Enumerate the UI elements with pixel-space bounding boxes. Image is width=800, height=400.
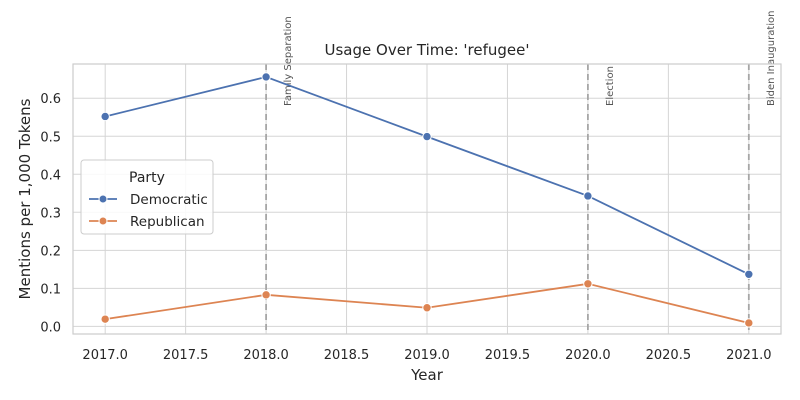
legend-marker-swatch xyxy=(98,216,108,226)
data-point xyxy=(261,72,271,82)
data-point xyxy=(583,279,593,289)
data-point xyxy=(744,318,754,328)
data-point xyxy=(100,111,110,122)
y-tick-label: 0.4 xyxy=(40,168,61,183)
x-tick-label: 2017.0 xyxy=(82,348,128,363)
data-point xyxy=(422,303,432,313)
legend-box xyxy=(80,159,214,235)
data-point xyxy=(422,131,432,142)
y-axis-label: Mentions per 1,000 Tokens xyxy=(16,98,34,299)
x-tick-label: 2018.5 xyxy=(324,348,370,363)
event-marker-label: Election xyxy=(605,66,616,106)
legend-marker-swatch xyxy=(98,194,108,204)
x-axis-label: Year xyxy=(410,366,444,384)
x-tick-label: 2020.0 xyxy=(565,348,611,363)
legend-label: Republican xyxy=(130,214,205,230)
y-tick-label: 0.5 xyxy=(40,130,61,145)
x-axis-ticks: 2017.0 2017.5 2018.0 2018.5 2019.0 2019.5 2020… xyxy=(82,348,771,363)
y-axis-ticks: 0.0 0.1 0.2 0.3 0.4 0.5 0.6 xyxy=(40,92,61,335)
y-tick-label: 0.3 xyxy=(40,206,61,221)
x-tick-label: 2020.5 xyxy=(646,348,692,363)
data-point xyxy=(261,290,271,300)
x-tick-label: 2017.5 xyxy=(163,348,209,363)
data-point xyxy=(100,314,110,324)
data-point xyxy=(583,191,593,201)
x-tick-label: 2018.0 xyxy=(243,348,289,363)
legend-label: Democratic xyxy=(130,192,208,208)
y-tick-label: 0.2 xyxy=(40,244,61,259)
x-tick-label: 2019.0 xyxy=(404,348,450,363)
data-point xyxy=(744,269,754,279)
legend-title: Party xyxy=(129,170,165,186)
plot-frame xyxy=(72,63,782,335)
series-group xyxy=(100,72,754,328)
x-tick-label: 2019.5 xyxy=(485,348,531,363)
y-tick-label: 0.1 xyxy=(40,282,61,297)
x-tick-label: 2021.0 xyxy=(726,348,772,363)
event-marker-label: Biden Inauguration xyxy=(766,11,777,107)
chart-title: Usage Over Time: 'refugee' xyxy=(325,41,530,59)
y-tick-label: 0.6 xyxy=(40,92,61,107)
event-marker-label: Family Separation xyxy=(283,16,294,106)
y-tick-label: 0.0 xyxy=(40,320,61,335)
legend: Party Democratic Republican xyxy=(80,159,214,235)
